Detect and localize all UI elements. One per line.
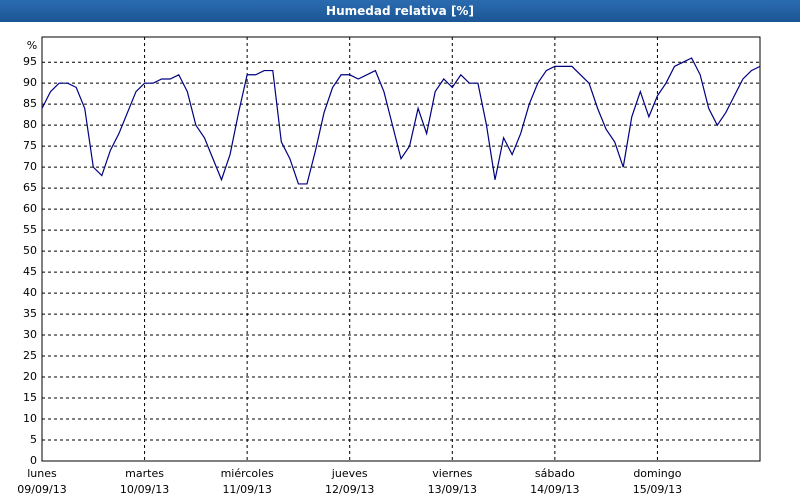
y-tick-label: 25 (23, 349, 37, 362)
y-unit: % (27, 39, 37, 52)
x-tick-label: jueves (331, 467, 368, 480)
plot-area (41, 36, 761, 462)
y-tick-label: 75 (23, 139, 37, 152)
chart-title: Humedad relativa [%] (0, 0, 800, 22)
y-tick-label: 30 (23, 328, 37, 341)
x-tick-date: 15/09/13 (633, 483, 682, 496)
x-tick-date: 09/09/13 (17, 483, 66, 496)
x-tick-label: lunes (27, 467, 57, 480)
x-tick-date: 13/09/13 (428, 483, 477, 496)
y-tick-label: 80 (23, 118, 37, 131)
y-tick-label: 90 (23, 76, 37, 89)
y-tick-label: 10 (23, 412, 37, 425)
y-tick-label: 35 (23, 307, 37, 320)
y-tick-label: 70 (23, 160, 37, 173)
line (41, 57, 761, 185)
x-tick-label: viernes (432, 467, 472, 480)
x-tick-date: 14/09/13 (530, 483, 579, 496)
y-tick-label: 60 (23, 202, 37, 215)
y-tick-label: 50 (23, 244, 37, 257)
y-tick-label: 5 (30, 433, 37, 446)
x-tick-date: 10/09/13 (120, 483, 169, 496)
x-tick-label: sábado (535, 467, 575, 480)
y-tick-label: 15 (23, 391, 37, 404)
y-tick-label: 0 (30, 454, 37, 467)
x-tick-label: martes (125, 467, 164, 480)
x-tick-date: 11/09/13 (222, 483, 271, 496)
x-tick-date: 12/09/13 (325, 483, 374, 496)
x-tick-label: domingo (633, 467, 681, 480)
y-tick-label: 85 (23, 97, 37, 110)
y-tick-label: 95 (23, 55, 37, 68)
y-tick-label: 55 (23, 223, 37, 236)
y-tick-label: 65 (23, 181, 37, 194)
y-tick-label: 45 (23, 265, 37, 278)
y-tick-label: 40 (23, 286, 37, 299)
x-tick-label: miércoles (221, 467, 274, 480)
y-tick-label: 20 (23, 370, 37, 383)
